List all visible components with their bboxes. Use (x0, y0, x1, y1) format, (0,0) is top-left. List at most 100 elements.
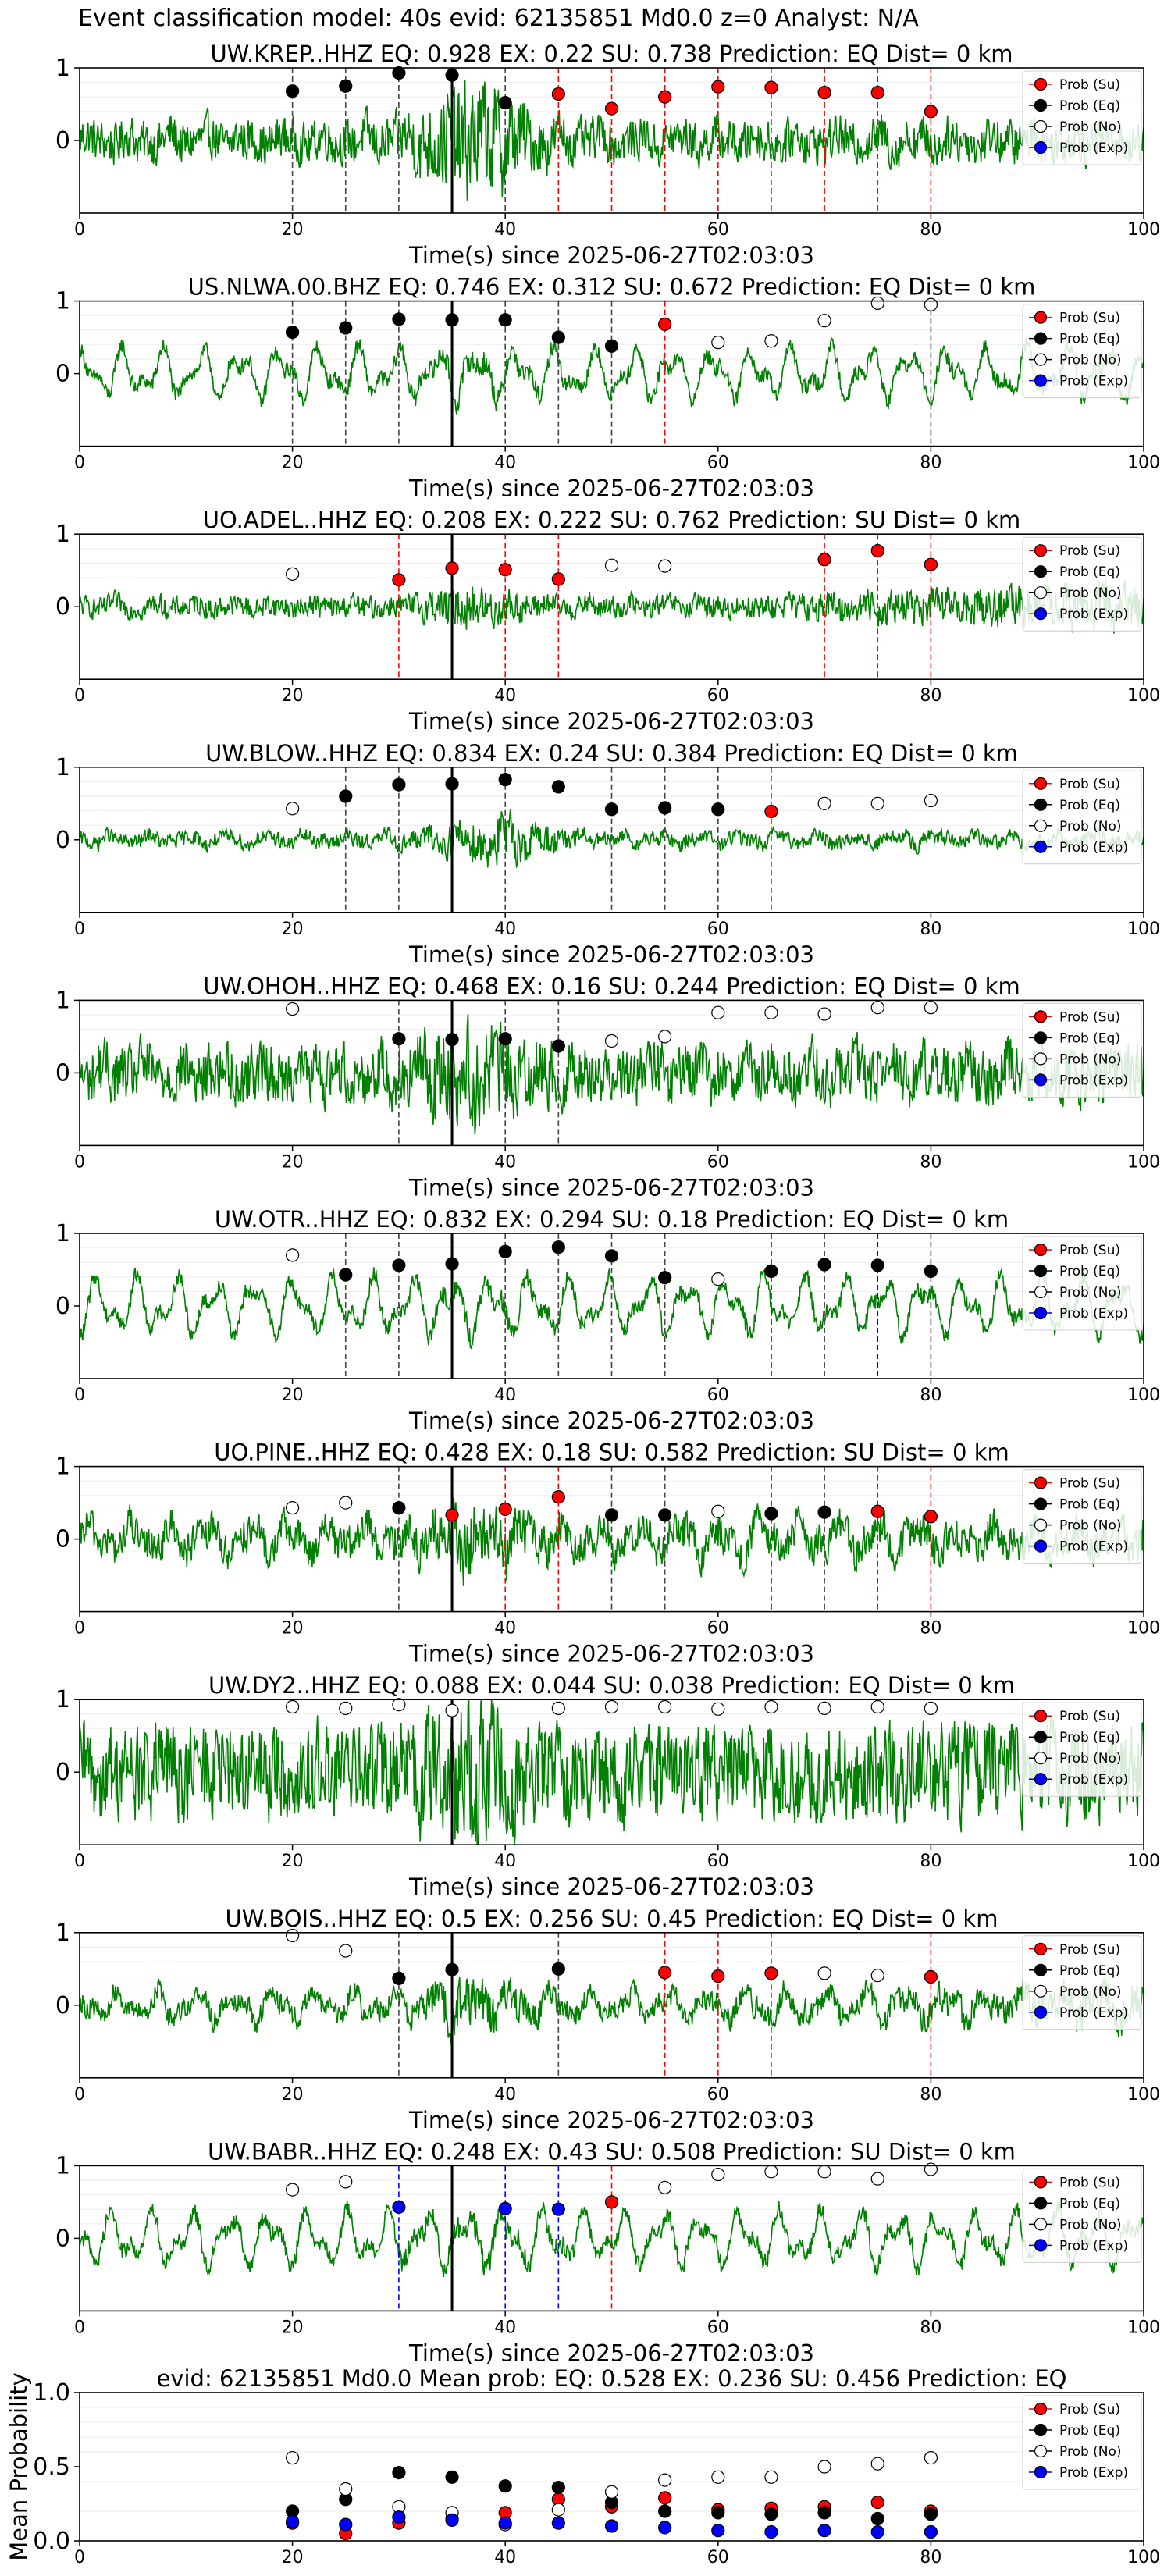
prob-point-no (924, 2162, 938, 2176)
legend-label-eq: Prob (Eq) (1059, 1963, 1120, 1979)
x-tick-label: 100 (1127, 220, 1160, 240)
prob-point-eq (498, 1032, 512, 1046)
waveform-trace (79, 1013, 1144, 1135)
y-tick-label: 0 (55, 1059, 70, 1087)
prob-point-eq (339, 1268, 353, 1282)
y-tick-label: 1 (55, 754, 70, 781)
axes-frame (79, 533, 1144, 681)
x-tick-label: 40 (494, 1852, 516, 1871)
y-tick-label: 0 (55, 827, 70, 854)
legend-label-exp: Prob (Exp) (1059, 1073, 1128, 1088)
prob-point-su (604, 2195, 619, 2209)
x-tick-label: 60 (707, 2548, 729, 2567)
prob-point-eq (870, 1258, 884, 1272)
mean-prob-point-su (870, 2496, 884, 2510)
x-tick-label: 60 (707, 2318, 729, 2337)
station-panel: UW.DY2..HHZ EQ: 0.088 EX: 0.044 SU: 0.03… (55, 1672, 1160, 1900)
prob-point-no (711, 1272, 725, 1286)
x-axis-label: Time(s) since 2025-06-27T02:03:03 (408, 475, 814, 502)
x-tick-label: 40 (494, 2085, 516, 2105)
prob-point-no (870, 1969, 884, 1983)
prob-point-eq (392, 66, 406, 80)
legend-label-eq: Prob (Eq) (1059, 1497, 1120, 1513)
axes-frame (79, 2392, 1144, 2542)
legend-marker-exp (1034, 2239, 1048, 2252)
legend-label-exp: Prob (Exp) (1059, 2238, 1128, 2254)
legend-label-eq: Prob (Eq) (1059, 1264, 1120, 1279)
prob-point-no (870, 796, 884, 810)
legend-marker-exp (1034, 1073, 1048, 1087)
prob-point-no (445, 1703, 459, 1717)
mean-prob-point-exp (392, 2510, 406, 2524)
prob-point-eq (604, 1508, 619, 1522)
mean-prob-point-eq (924, 2507, 938, 2521)
axes-frame (79, 766, 1144, 913)
y-axis-label: Mean Probability (5, 2372, 32, 2561)
panel-title: UO.ADEL..HHZ EQ: 0.208 EX: 0.222 SU: 0.7… (203, 507, 1021, 533)
legend-box (1022, 1469, 1142, 1564)
prob-point-no (924, 793, 938, 808)
x-tick-label: 0 (74, 1852, 85, 1871)
legend-marker-eq (1034, 798, 1048, 811)
x-tick-label: 60 (707, 454, 729, 473)
mean-prob-point-exp (551, 2516, 565, 2530)
x-tick-label: 100 (1127, 1619, 1160, 1638)
legend-label-exp: Prob (Exp) (1059, 2005, 1128, 2021)
prob-point-eq (339, 789, 353, 803)
prob-point-su (658, 317, 672, 331)
prob-point-no (711, 1702, 725, 1716)
axes-frame (79, 1233, 1144, 1379)
x-tick-label: 20 (282, 920, 304, 939)
legend-label-eq: Prob (Eq) (1059, 1730, 1120, 1745)
y-tick-label: 1 (55, 2152, 70, 2179)
x-tick-label: 40 (494, 920, 516, 939)
x-tick-label: 40 (494, 686, 516, 706)
x-tick-label: 20 (282, 2085, 304, 2105)
x-tick-label: 0 (74, 2548, 85, 2567)
legend-box (1022, 304, 1142, 399)
legend-marker-su (1034, 2176, 1048, 2189)
x-tick-label: 40 (494, 2318, 516, 2337)
panel-title: UO.PINE..HHZ EQ: 0.428 EX: 0.18 SU: 0.58… (214, 1439, 1009, 1466)
x-tick-label: 100 (1127, 2318, 1160, 2337)
prob-point-no (339, 1496, 353, 1510)
prob-point-eq (551, 1962, 565, 1976)
legend-marker-su (1034, 1942, 1048, 1955)
prob-point-su (551, 87, 565, 101)
x-tick-label: 80 (920, 920, 941, 939)
mean-prob-point-no (339, 2482, 353, 2496)
mean-prob-point-exp (498, 2516, 512, 2530)
x-tick-label: 20 (282, 2318, 304, 2337)
mean-prob-point-exp (339, 2517, 353, 2532)
prob-point-su (711, 80, 725, 94)
legend-box (1022, 770, 1142, 865)
prob-point-no (658, 2180, 672, 2194)
prob-point-no (551, 1701, 565, 1715)
legend-marker-no (1034, 1285, 1048, 1299)
mean-prob-point-eq (392, 2466, 406, 2480)
prob-point-no (817, 796, 831, 810)
prob-point-eq (498, 773, 512, 787)
prob-point-no (286, 1248, 300, 1262)
legend-label-no: Prob (No) (1059, 1518, 1122, 1534)
prob-point-eq (445, 68, 459, 82)
legend-marker-su (1034, 1710, 1048, 1723)
axes-frame (79, 2165, 1144, 2312)
mean-prob-point-exp (924, 2525, 938, 2539)
legend-label-exp: Prob (Exp) (1059, 1772, 1128, 1788)
prob-point-eq (445, 1033, 459, 1047)
prob-point-su (817, 86, 831, 100)
legend-label-exp: Prob (Exp) (1059, 607, 1128, 622)
prob-point-eq (604, 1249, 619, 1263)
prob-point-no (817, 1966, 831, 1980)
prob-point-eq (551, 1240, 565, 1254)
legend-marker-su (1034, 311, 1048, 324)
prob-point-eq (392, 1258, 406, 1272)
prob-point-eq (445, 313, 459, 327)
mean-prob-point-no (286, 2451, 300, 2465)
y-tick-label: 0 (55, 593, 70, 621)
prob-point-no (764, 334, 778, 348)
prob-point-su (924, 1510, 938, 1524)
mean-prob-point-no (817, 2460, 831, 2474)
panel-title: UW.BOIS..HHZ EQ: 0.5 EX: 0.256 SU: 0.45 … (226, 1905, 998, 1932)
